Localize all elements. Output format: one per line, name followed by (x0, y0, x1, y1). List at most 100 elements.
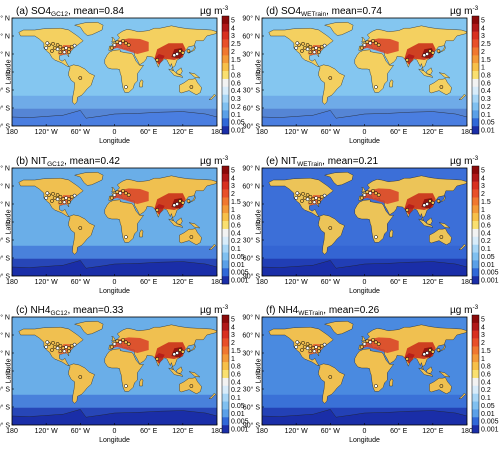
colorbar-label: 0.3 (481, 96, 491, 103)
station-marker (368, 340, 373, 345)
station-marker (305, 43, 310, 47)
colorbar-label: 0.2 (231, 104, 241, 111)
lat-tick-label: 0 (256, 220, 260, 227)
colorbar-swatch (222, 346, 229, 355)
lon-tick-label: 0 (363, 129, 367, 136)
station-marker (374, 85, 378, 89)
colorbar-label: 2.5 (481, 41, 491, 48)
station-marker (308, 200, 313, 205)
colorbar-label: 0.8 (231, 215, 241, 222)
colorbar-swatch (472, 205, 479, 214)
colorbar-swatch (222, 16, 229, 25)
colorbar-label: 0.01 (231, 262, 245, 269)
lat-tick-label: 0 (256, 369, 260, 376)
colorbar-label: 0.8 (481, 215, 491, 222)
station-marker (78, 375, 83, 379)
station-marker (55, 43, 60, 47)
panel-title-f: (f) NH4WETrain, mean=0.26 (266, 305, 380, 317)
station-marker (317, 346, 321, 351)
panel-title-c: (c) NH4GC12, mean=0.33 (16, 305, 124, 317)
station-marker (436, 199, 441, 203)
lon-tick-label: 120° E (422, 427, 443, 435)
station-marker (118, 41, 123, 46)
map-panel-e: (e) NITWETrain, mean=0.21 µg m-3 90° N 60° … (242, 155, 498, 295)
colorbar-swatch (222, 228, 229, 237)
continent-antarctica (262, 409, 467, 425)
colorbar-swatch (472, 197, 479, 206)
x-axis-label: Longitude (349, 288, 380, 295)
colorbar-f: 54321.510.80.60.40.20.10.050.010.0050.00… (471, 314, 499, 434)
colorbar-label: 0.3 (231, 96, 241, 103)
colorbar-swatch (472, 354, 479, 363)
station-marker (322, 342, 327, 347)
station-marker (58, 349, 63, 354)
map-panel-d: (d) SO4WETrain, mean=0.74 µg m-3 90° N 60° … (242, 5, 494, 145)
station-marker (405, 58, 410, 62)
continent-japan (188, 44, 196, 54)
continent-indonesia (167, 367, 184, 377)
station-marker (439, 384, 444, 388)
station-marker (308, 50, 313, 55)
colorbar-label: 1.5 (231, 57, 241, 64)
station-marker (422, 352, 427, 357)
colorbar-swatch (222, 221, 229, 230)
station-marker (178, 199, 182, 203)
colorbar-swatch (472, 189, 479, 198)
lon-tick-label: 60° E (390, 278, 408, 286)
colorbar-swatch (472, 330, 479, 339)
station-marker (371, 337, 375, 342)
colorbar-swatch (472, 126, 479, 135)
lat-tick-label: 60° S (0, 105, 10, 113)
colorbar-label: 5 (231, 167, 235, 174)
station-marker (294, 345, 299, 349)
station-marker (180, 349, 185, 354)
colorbar-swatch (472, 102, 479, 111)
station-marker (376, 342, 381, 346)
colorbar-swatch (472, 39, 479, 48)
continent-indonesia (167, 218, 184, 228)
colorbar-label: 1.5 (481, 348, 491, 355)
lat-tick-label: 90° N (0, 314, 10, 322)
station-marker (58, 50, 63, 55)
colorbar-swatch (222, 189, 229, 198)
continent-madagascar (139, 229, 144, 238)
station-marker (301, 41, 305, 46)
station-marker (294, 46, 299, 50)
station-marker (62, 200, 67, 205)
colorbar-swatch (472, 63, 479, 72)
colorbar-label: 2 (481, 340, 485, 347)
colorbar-swatch (222, 126, 229, 135)
station-marker (376, 193, 381, 197)
lat-tick-label: 90° N (242, 15, 260, 23)
station-marker (124, 340, 128, 345)
colorbar-swatch (222, 268, 229, 277)
y-axis-label: Latitude (6, 59, 13, 84)
station-marker (317, 47, 321, 52)
lon-tick-label: 60° E (140, 278, 158, 286)
lat-tick-label: 60° N (0, 183, 10, 191)
colorbar-swatch (222, 110, 229, 119)
lat-tick-label: 60° S (243, 255, 261, 263)
station-marker (155, 58, 160, 62)
colorbar-swatch (222, 118, 229, 127)
continent-indonesia (417, 218, 434, 228)
x-axis-label: Longitude (349, 437, 380, 444)
colorbar-swatch (222, 417, 229, 426)
continent-newguinea (188, 222, 201, 229)
hotspot-india (404, 54, 415, 65)
continent-newguinea (438, 72, 451, 79)
station-marker (172, 352, 177, 357)
station-marker (430, 200, 435, 205)
continent-borneo (176, 366, 183, 374)
colorbar-swatch (472, 173, 479, 182)
lat-tick-label: 30° N (242, 350, 260, 358)
lat-tick-label: 30° S (243, 237, 261, 245)
colorbar-label: 3 (481, 33, 485, 40)
lat-tick-label: 30° S (243, 386, 261, 394)
colorbar-label: 0.01 (481, 262, 495, 269)
colorbar-swatch (472, 315, 479, 324)
lon-tick-label: 180 (211, 129, 223, 136)
station-marker (121, 38, 125, 43)
colorbar-b: 54321.510.80.60.40.20.10.050.010.0050.00… (221, 165, 249, 285)
continent-antarctica (12, 110, 217, 126)
